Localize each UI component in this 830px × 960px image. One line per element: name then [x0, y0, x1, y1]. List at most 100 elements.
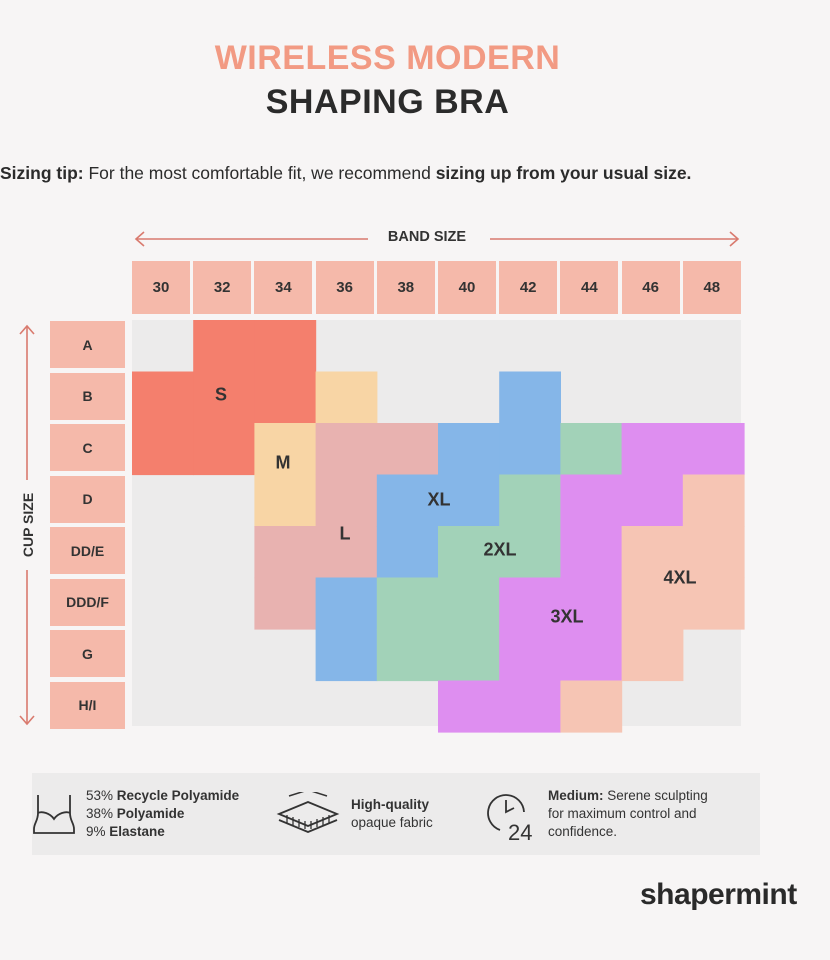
size-region-cell: [315, 629, 378, 682]
size-label-l: L: [339, 523, 351, 544]
size-region-l: [254, 423, 439, 630]
size-region-m: [254, 371, 378, 527]
band-size-cell: 32: [193, 261, 252, 314]
mat-pct-3: 9%: [86, 824, 106, 839]
size-region-cell: [560, 526, 623, 579]
size-region-cell: [315, 526, 378, 579]
size-region-cell: [499, 680, 561, 733]
size-region-s: [132, 320, 317, 476]
material-feature: 53% Recycle Polyamide 38% Polyamide 9% E…: [32, 773, 239, 855]
size-region-cell: [376, 577, 439, 630]
compression-feature: 24 Medium: Serene sculpting for maximum …: [480, 773, 708, 855]
size-region-cell: [315, 423, 378, 476]
cup-size-cell: A: [50, 321, 125, 368]
clock-number: 24: [508, 820, 532, 842]
sizing-tip: Sizing tip: For the most comfortable fit…: [0, 163, 691, 184]
compression-text-3: confidence.: [548, 824, 618, 839]
bra-icon: [33, 795, 75, 834]
band-size-cell: 48: [682, 261, 741, 314]
title-line-2: SHAPING BRA: [265, 83, 510, 121]
band-size-cell: 46: [621, 261, 680, 314]
band-size-cell: 30: [132, 261, 190, 314]
band-size-cell: 44: [560, 261, 619, 314]
size-region-cell: [499, 423, 561, 476]
size-region-cell: [499, 577, 561, 630]
size-region-cell: [132, 423, 194, 476]
size-region-cell: [193, 423, 255, 476]
size-label-xl: XL: [427, 489, 451, 510]
cup-size-cell: B: [50, 372, 125, 420]
cup-size-cell: DD/E: [50, 527, 125, 574]
size-label-m: M: [275, 452, 291, 473]
size-region-cell: [376, 629, 439, 682]
size-region-cell: [438, 423, 500, 476]
cup-size-arrow: [19, 324, 35, 726]
cup-size-cell: D: [50, 475, 125, 523]
size-region-cell: [193, 371, 255, 424]
compression-bold: Medium:: [548, 788, 604, 803]
size-label-4xl: 4XL: [663, 567, 697, 588]
mat-name-1: Recycle Polyamide: [116, 788, 240, 803]
size-region-cell: [560, 680, 623, 733]
size-region-cell: [499, 629, 561, 682]
size-label-3xl: 3XL: [550, 606, 584, 627]
mat-pct-2: 38%: [86, 806, 114, 821]
size-region-cell: [315, 577, 378, 630]
cup-size-cell: DDD/F: [50, 578, 125, 626]
size-region-cell: [621, 474, 684, 527]
cup-size-cell: H/I: [50, 681, 125, 729]
size-region-cell: [438, 629, 500, 682]
band-size-cell: 40: [438, 261, 496, 314]
arrow-left-icon: [134, 231, 145, 247]
arrow-right-icon: [729, 231, 740, 247]
size-region-cell: [560, 629, 623, 682]
size-region-cell: [254, 526, 317, 579]
size-region-2xl: [376, 423, 623, 682]
size-region-cell: [254, 577, 317, 630]
fabric-text: opaque fabric: [351, 815, 433, 830]
fabric-feature: High-quality opaque fabric: [275, 773, 433, 855]
size-region-cell: [254, 371, 317, 424]
compression-text-1: Serene sculpting: [603, 788, 708, 803]
band-size-cell: 34: [254, 261, 313, 314]
cup-size-cell: C: [50, 424, 125, 471]
size-region-cell: [621, 577, 684, 630]
size-region-cell: [682, 474, 745, 527]
mat-pct-1: 53%: [86, 788, 114, 803]
size-region-cell: [254, 474, 317, 527]
tip-text: For the most comfortable fit, we recomme…: [83, 163, 436, 183]
size-region-3xl: [438, 423, 745, 733]
arrow-up-icon: [19, 324, 35, 335]
size-region-cell: [438, 474, 500, 527]
size-region-cell: [315, 474, 378, 527]
title-line-1: WIRELESS MODERN: [214, 39, 561, 77]
size-region-cell: [438, 577, 500, 630]
band-size-label: BAND SIZE: [387, 229, 467, 245]
band-size-cell: 42: [499, 261, 558, 314]
size-region-cell: [438, 680, 500, 733]
arrow-down-icon: [19, 715, 35, 726]
mat-name-3: Elastane: [109, 824, 165, 839]
feature-bar: 53% Recycle Polyamide 38% Polyamide 9% E…: [32, 773, 760, 855]
size-region-cell: [682, 526, 745, 579]
size-region-cell: [254, 423, 317, 476]
size-region-cell: [438, 526, 500, 579]
size-region-cell: [682, 577, 745, 630]
size-region-cell: [499, 474, 561, 527]
size-region-cell: [315, 371, 378, 424]
size-region-cell: [560, 577, 623, 630]
size-region-cell: [254, 320, 317, 373]
size-region-cell: [499, 371, 561, 424]
band-size-cell: 36: [315, 261, 374, 314]
size-label-s: S: [214, 384, 228, 405]
band-size-arrow: [134, 231, 740, 247]
mat-name-2: Polyamide: [116, 806, 185, 821]
brand-logo: shapermint: [640, 878, 797, 911]
size-region-cell: [560, 423, 623, 476]
tip-emphasis: sizing up from your usual size.: [435, 163, 692, 183]
size-region-cell: [621, 526, 684, 579]
cup-size-cell: G: [50, 630, 125, 677]
clock-24-icon: 24: [487, 794, 532, 842]
size-region-cell: [193, 320, 255, 373]
